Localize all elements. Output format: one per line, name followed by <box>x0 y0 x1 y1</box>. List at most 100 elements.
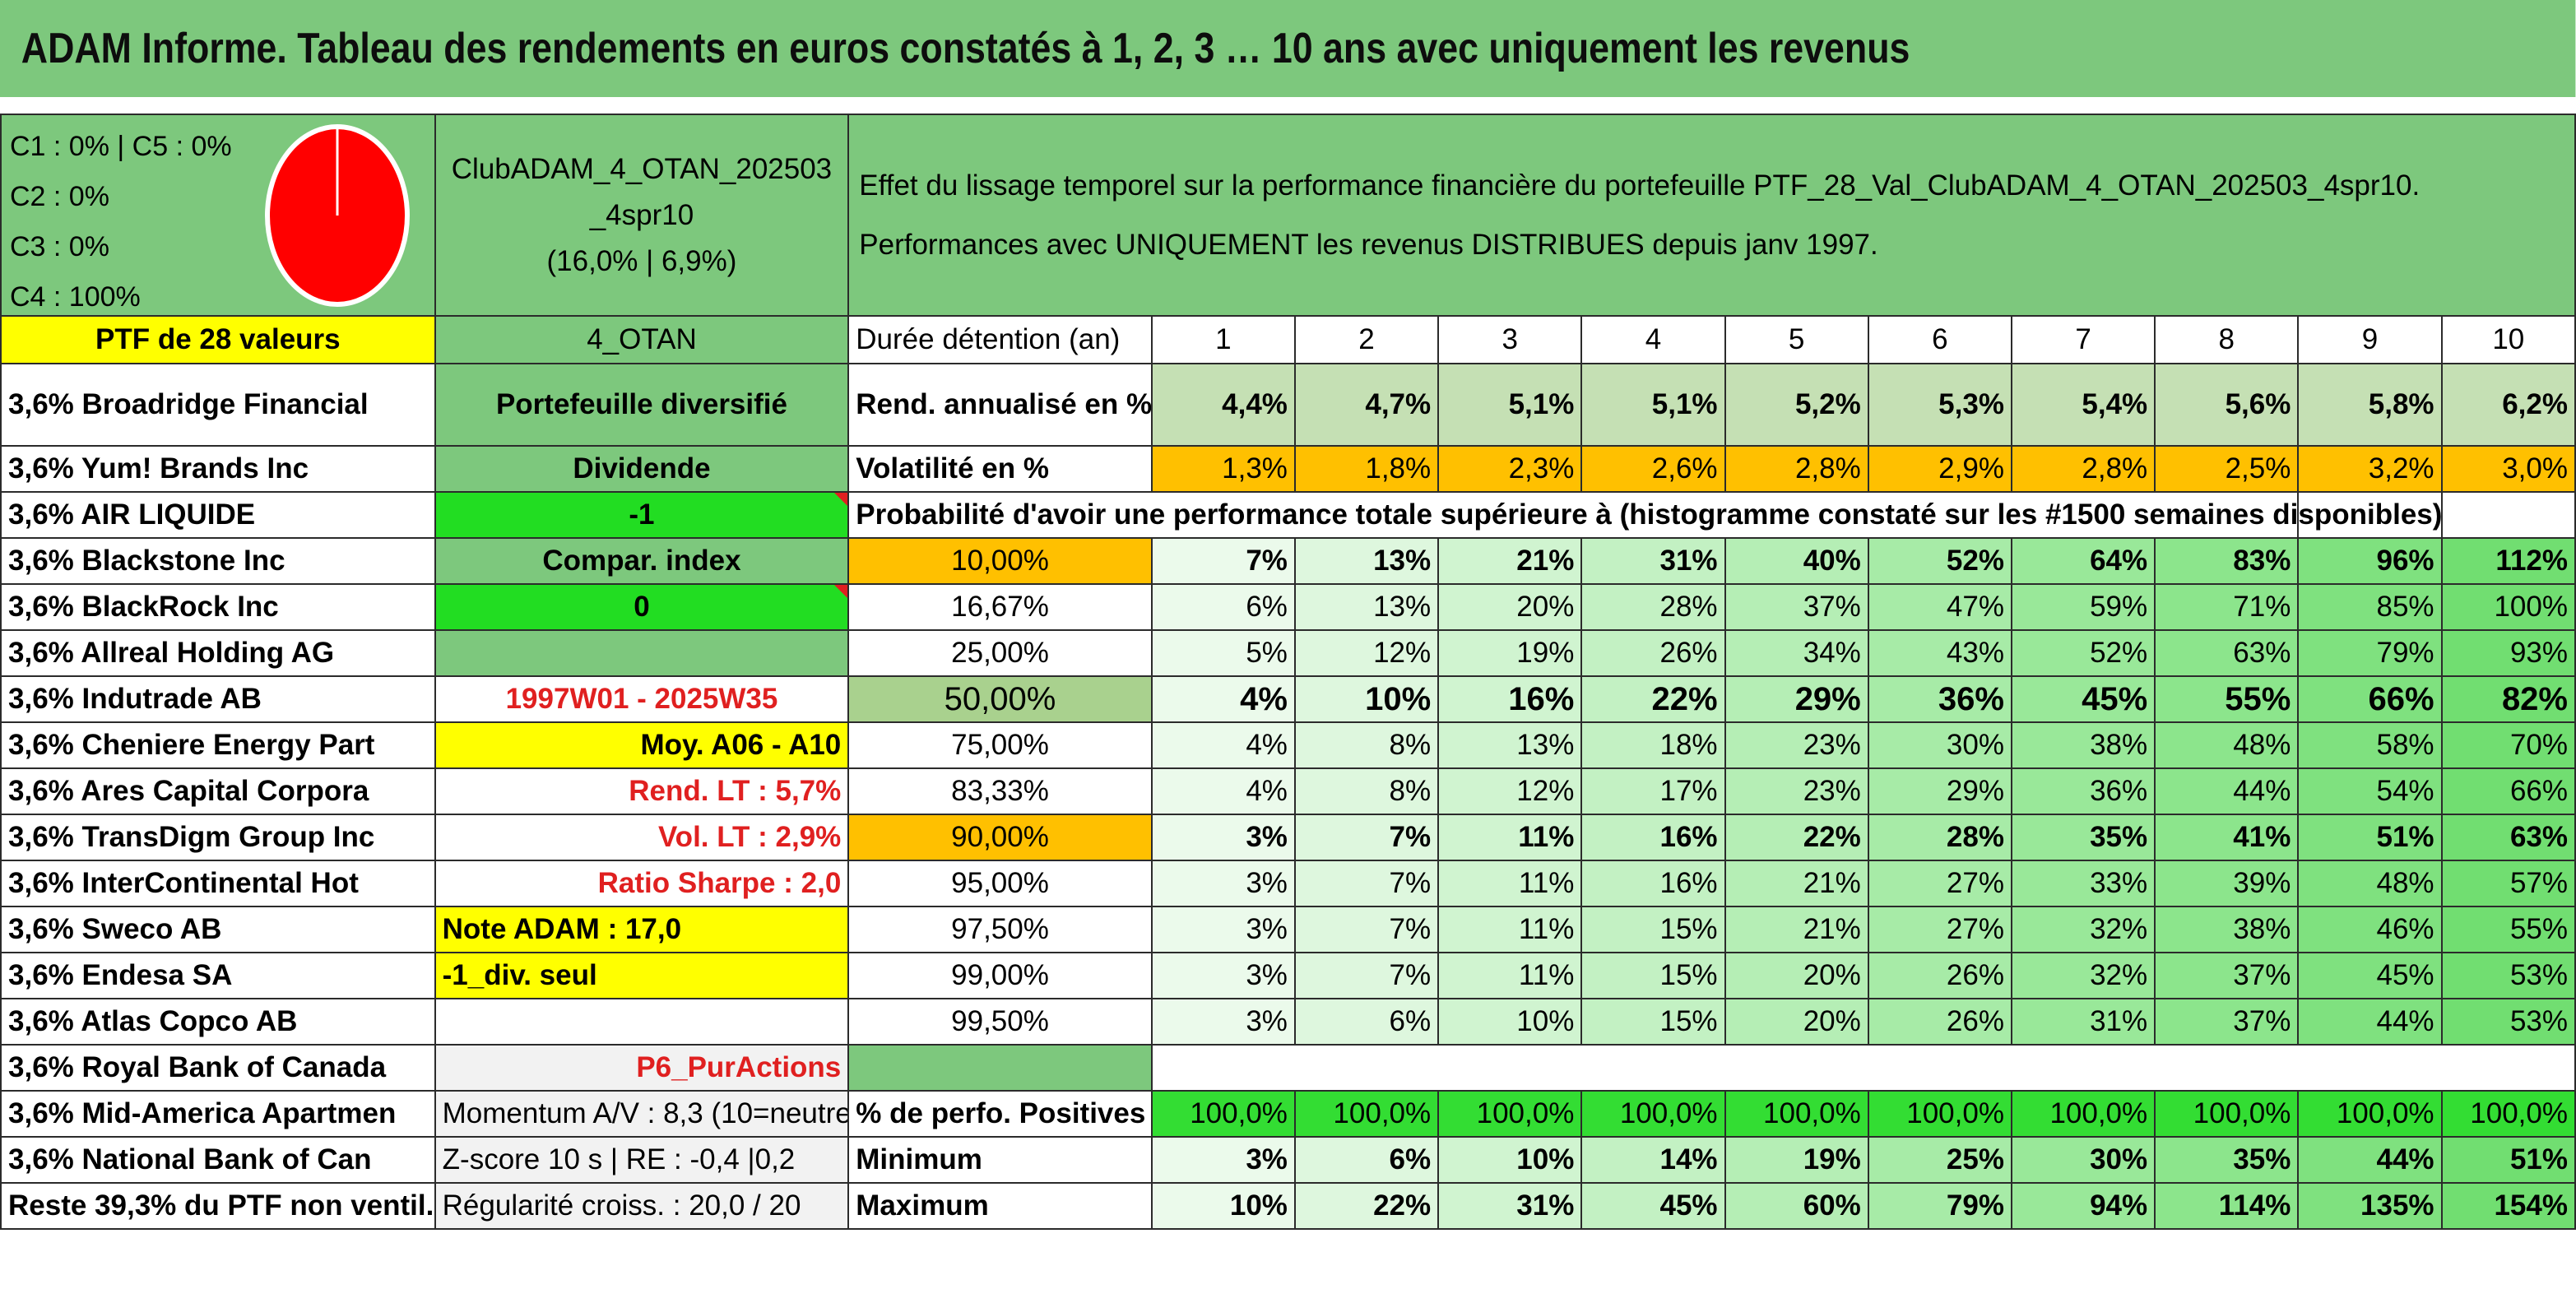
probability-threshold: 90,00% <box>847 814 1153 861</box>
probability-value: 15% <box>1580 906 1726 953</box>
vol-value: 2,5% <box>2154 445 2300 493</box>
rend-value: 5,3% <box>1867 363 2012 447</box>
probability-value: 23% <box>1724 767 1869 815</box>
probability-value: 57% <box>2440 860 2576 907</box>
composition-line: C1 : 0% | C5 : 0% <box>10 131 232 162</box>
probability-value: 38% <box>2154 906 2300 953</box>
dividende-label: Dividende <box>434 445 850 493</box>
minimum-value: 35% <box>2154 1136 2300 1184</box>
probability-threshold: 99,50% <box>847 998 1153 1046</box>
probability-value: 52% <box>1867 537 2012 585</box>
rend-value: 5,1% <box>1580 363 1726 447</box>
probability-value: 45% <box>2297 952 2443 999</box>
rend-value: 5,4% <box>2010 363 2156 447</box>
probability-rows: 3,6% Blackstone Inc Compar. index 10,00% 7%… <box>0 537 2576 1046</box>
holding-row: 3,6% Atlas Copco AB <box>0 998 436 1046</box>
probability-value: 79% <box>2297 629 2443 677</box>
holding-row: 3,6% Yum! Brands Inc <box>0 445 436 493</box>
probability-value: 12% <box>1293 629 1440 677</box>
probability-value: 10% <box>1437 998 1583 1046</box>
positives-value: 100,0% <box>1724 1090 1869 1138</box>
probability-value: 11% <box>1437 952 1583 999</box>
maximum-value: 31% <box>1437 1182 1583 1230</box>
probability-threshold: 75,00% <box>847 721 1153 769</box>
probability-value: 7% <box>1150 537 1296 585</box>
year-header: 4 <box>1580 315 1726 364</box>
maximum-label: Maximum <box>847 1182 1153 1230</box>
period-label: 1997W01 - 2025W35 <box>434 675 850 723</box>
probability-value: 51% <box>2297 814 2443 861</box>
effect-description: Effet du lissage temporel sur la perform… <box>847 114 2576 317</box>
probability-value: 3% <box>1150 998 1296 1046</box>
probability-value: 7% <box>1293 814 1440 861</box>
holding-row: 3,6% Mid-America Apartmen <box>0 1090 436 1138</box>
momentum-label: Momentum A/V : 8,3 (10=neutre) <box>434 1090 850 1138</box>
probability-value: 23% <box>1724 721 1869 769</box>
probability-value: 83% <box>2154 537 2300 585</box>
holding-row: 3,6% Cheniere Energy Part <box>0 721 436 769</box>
holding-row: 3,6% Indutrade AB <box>0 675 436 723</box>
probability-value: 22% <box>1724 814 1869 861</box>
duration-label: Durée détention (an) <box>847 315 1153 364</box>
maximum-value: 135% <box>2297 1182 2443 1230</box>
spacer-row <box>0 97 2576 114</box>
probability-value: 11% <box>1437 814 1583 861</box>
probability-value: 17% <box>1580 767 1726 815</box>
compar-index-label: Compar. index <box>434 537 850 585</box>
probability-value: 66% <box>2440 767 2576 815</box>
holding-row: 3,6% Ares Capital Corpora <box>0 767 436 815</box>
probability-value: 32% <box>2010 952 2156 999</box>
probability-value: 3% <box>1150 906 1296 953</box>
rend-value: 4,4% <box>1150 363 1296 447</box>
minimum-value: 3% <box>1150 1136 1296 1184</box>
positives-value: 100,0% <box>1580 1090 1726 1138</box>
probability-value: 48% <box>2297 860 2443 907</box>
holding-row: 3,6% Broadridge Financial <box>0 363 436 447</box>
probability-threshold: 16,67% <box>847 583 1153 631</box>
empty-green-cell <box>847 1044 1153 1092</box>
rend-value: 5,8% <box>2297 363 2443 447</box>
probability-value: 64% <box>2010 537 2156 585</box>
probability-value: 3% <box>1150 860 1296 907</box>
probability-value: 26% <box>1867 998 2012 1046</box>
minimum-label: Minimum <box>847 1136 1153 1184</box>
probability-value: 44% <box>2297 998 2443 1046</box>
probability-value: 11% <box>1437 860 1583 907</box>
holding-row: 3,6% Allreal Holding AG <box>0 629 436 677</box>
probability-value: 26% <box>1867 952 2012 999</box>
probability-value: 37% <box>1724 583 1869 631</box>
probability-value: 53% <box>2440 998 2576 1046</box>
probability-value: 4% <box>1150 675 1296 723</box>
probability-value: 13% <box>1293 583 1440 631</box>
probability-value: 33% <box>2010 860 2156 907</box>
probability-value: 58% <box>2297 721 2443 769</box>
probability-value: 36% <box>2010 767 2156 815</box>
vol-value: 2,3% <box>1437 445 1583 493</box>
maximum-value: 79% <box>1867 1182 2012 1230</box>
probability-value: 4% <box>1150 767 1296 815</box>
probability-value: 3% <box>1150 952 1296 999</box>
positives-value: 100,0% <box>2440 1090 2576 1138</box>
probability-value: 100% <box>2440 583 2576 631</box>
maximum-value: 45% <box>1580 1182 1726 1230</box>
minimum-value: 19% <box>1724 1136 1869 1184</box>
positives-value: 100,0% <box>2154 1090 2300 1138</box>
holding-row: 3,6% Sweco AB <box>0 906 436 953</box>
probability-value: 13% <box>1293 537 1440 585</box>
probability-value: 7% <box>1293 952 1440 999</box>
probability-value: 18% <box>1580 721 1726 769</box>
minimum-value: 44% <box>2297 1136 2443 1184</box>
minimum-value: 6% <box>1293 1136 1440 1184</box>
sharpe-label: Ratio Sharpe : 2,0 <box>434 860 850 907</box>
proba-header: Probabilité d'avoir une performance tota… <box>847 491 2442 539</box>
vol-value: 3,2% <box>2297 445 2443 493</box>
probability-value: 7% <box>1293 860 1440 907</box>
probability-value: 4% <box>1150 721 1296 769</box>
minimum-value: 25% <box>1867 1136 2012 1184</box>
year-header: 9 <box>2297 315 2443 364</box>
probability-threshold: 50,00% <box>847 675 1153 723</box>
rend-value: 5,1% <box>1437 363 1583 447</box>
fund-stats: (16,0% | 6,9%) <box>546 244 737 277</box>
probability-value: 54% <box>2297 767 2443 815</box>
rend-value: 5,6% <box>2154 363 2300 447</box>
